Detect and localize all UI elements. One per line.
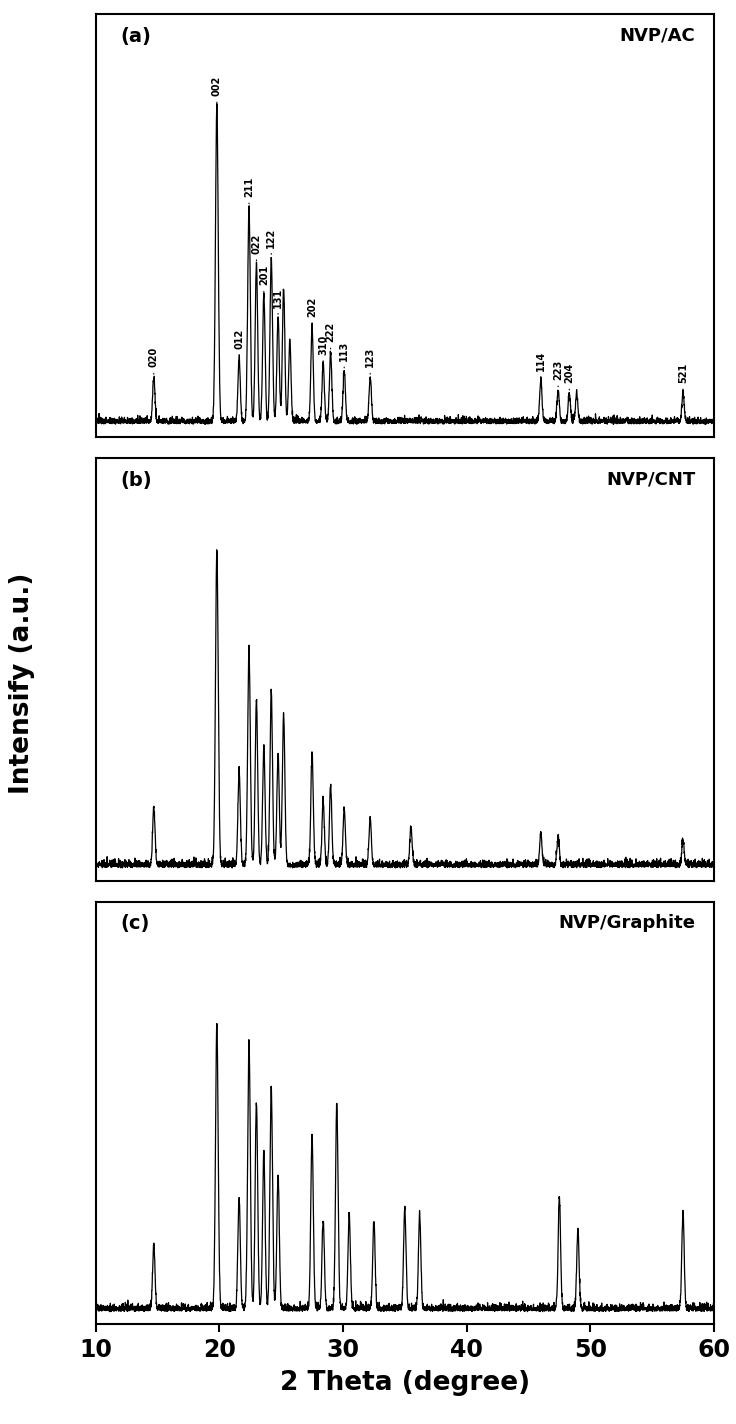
Text: 123: 123 bbox=[365, 347, 375, 367]
Text: 113: 113 bbox=[339, 340, 349, 362]
Text: NVP/CNT: NVP/CNT bbox=[606, 471, 696, 488]
Text: 114: 114 bbox=[536, 350, 546, 370]
Text: 204: 204 bbox=[565, 363, 574, 383]
Text: 223: 223 bbox=[553, 360, 563, 380]
Text: NVP/AC: NVP/AC bbox=[620, 27, 696, 46]
Text: NVP/Graphite: NVP/Graphite bbox=[559, 914, 696, 933]
Text: 020: 020 bbox=[149, 347, 159, 367]
Text: Intensify (a.u.): Intensify (a.u.) bbox=[9, 572, 35, 795]
Text: 222: 222 bbox=[325, 322, 336, 342]
X-axis label: 2 Theta (degree): 2 Theta (degree) bbox=[280, 1370, 530, 1396]
Text: (b): (b) bbox=[121, 471, 152, 490]
Text: 310: 310 bbox=[318, 335, 328, 355]
Text: (a): (a) bbox=[121, 27, 152, 46]
Text: 211: 211 bbox=[244, 177, 254, 197]
Text: 002: 002 bbox=[212, 75, 222, 97]
Text: 521: 521 bbox=[678, 363, 688, 383]
Text: (c): (c) bbox=[121, 914, 150, 933]
Text: 022: 022 bbox=[252, 234, 261, 253]
Text: 122: 122 bbox=[266, 228, 276, 248]
Text: 131: 131 bbox=[273, 288, 283, 308]
Text: 012: 012 bbox=[234, 329, 244, 349]
Text: 202: 202 bbox=[307, 296, 317, 318]
Text: 201: 201 bbox=[259, 265, 269, 285]
